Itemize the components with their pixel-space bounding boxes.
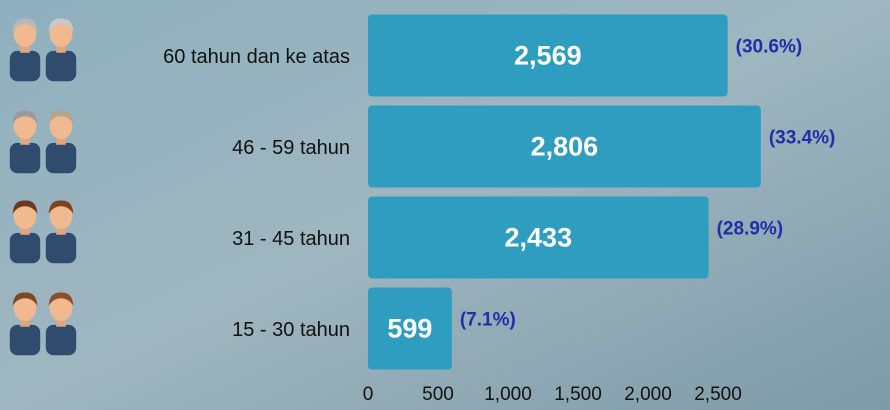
x-tick-label: 1,500 [554, 384, 602, 405]
x-tick-label: 0 [363, 384, 374, 405]
percent-label: (28.9%) [717, 219, 784, 240]
category-label: 60 tahun dan ke atas [163, 46, 350, 68]
chart: 0 500 1,000 1,500 2,000 2,500 60 tahun dan ke … [0, 0, 890, 410]
x-tick-label: 1,000 [484, 384, 532, 405]
x-tick-label: 500 [422, 384, 454, 405]
percent-label: (30.6%) [736, 37, 803, 58]
x-tick-label: 2,000 [624, 384, 672, 405]
value-label: 2,569 [514, 41, 582, 71]
category-label: 46 - 59 tahun [232, 137, 350, 159]
percent-label: (33.4%) [769, 128, 836, 149]
category-label: 15 - 30 tahun [232, 319, 350, 341]
value-label: 2,806 [531, 132, 599, 162]
x-tick-label: 2,500 [694, 384, 742, 405]
percent-label: (7.1%) [460, 310, 516, 331]
category-label: 31 - 45 tahun [232, 228, 350, 250]
value-label: 599 [387, 314, 432, 344]
value-label: 2,433 [505, 223, 573, 253]
